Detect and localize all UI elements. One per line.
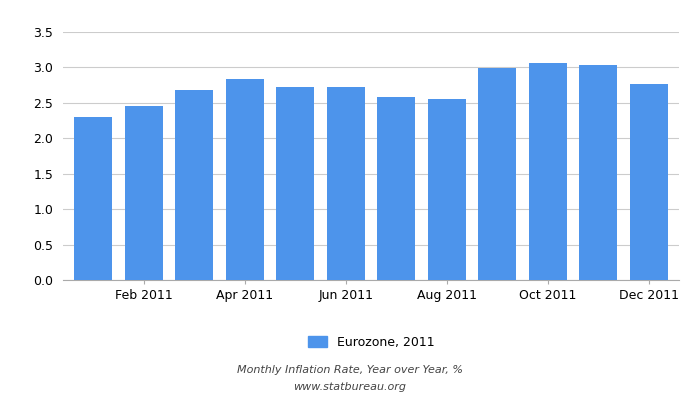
Bar [276,86,314,280]
Bar [125,106,162,280]
Legend: Eurozone, 2011: Eurozone, 2011 [303,331,439,354]
Bar [175,90,214,280]
Bar [630,84,668,280]
Bar [478,68,516,280]
Bar [377,97,415,280]
Bar [74,117,112,280]
Bar [428,99,466,280]
Bar [580,64,617,280]
Text: Monthly Inflation Rate, Year over Year, %: Monthly Inflation Rate, Year over Year, … [237,365,463,375]
Bar [327,87,365,280]
Text: www.statbureau.org: www.statbureau.org [293,382,407,392]
Bar [226,80,264,280]
Bar [528,63,567,280]
